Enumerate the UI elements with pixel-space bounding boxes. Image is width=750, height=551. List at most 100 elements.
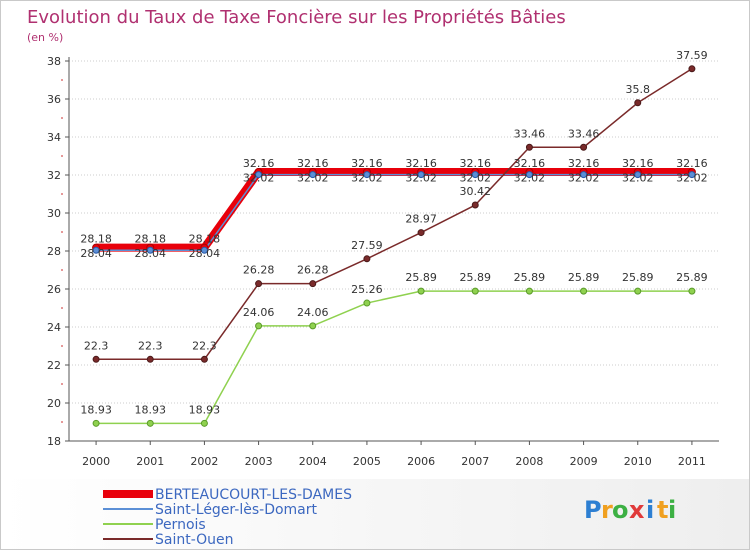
data-label: 33.46: [568, 127, 600, 140]
data-label: 32.16: [405, 157, 437, 170]
data-point: [255, 171, 263, 179]
data-point: [417, 229, 425, 237]
data-label: 28.04: [80, 247, 112, 260]
x-tick-label: 2003: [245, 455, 273, 468]
logo-letter: i: [646, 496, 654, 524]
data-label: 32.02: [460, 172, 492, 185]
data-point: [417, 171, 425, 179]
data-label: 24.06: [297, 306, 329, 319]
data-label: 28.18: [80, 233, 112, 246]
data-point: [634, 99, 642, 107]
data-point: [146, 419, 154, 427]
data-point: [471, 201, 479, 209]
y-axis-label: (en %): [27, 31, 63, 44]
y-tick-label: 22: [47, 359, 61, 372]
y-tick-label: 32: [47, 169, 61, 182]
data-point: [688, 65, 696, 73]
series-line-1: [96, 173, 692, 251]
y-tick-label: 30: [47, 207, 61, 220]
x-tick-label: 2002: [190, 455, 218, 468]
data-label: 18.93: [80, 403, 112, 416]
y-tick-label: 38: [47, 55, 61, 68]
data-point: [309, 322, 317, 330]
data-label: 32.02: [622, 172, 654, 185]
axes: [68, 57, 719, 442]
data-label: 32.16: [460, 157, 492, 170]
data-point: [525, 287, 533, 295]
data-label: 25.89: [514, 271, 546, 284]
data-label: 28.18: [135, 233, 167, 246]
data-point: [580, 143, 588, 151]
data-label: 32.16: [568, 157, 600, 170]
data-label: 32.02: [351, 172, 383, 185]
x-tick-label: 2001: [136, 455, 164, 468]
data-label: 24.06: [243, 306, 275, 319]
data-point: [580, 171, 588, 179]
data-label: 32.16: [622, 157, 654, 170]
data-label: 28.04: [135, 247, 167, 260]
x-ticks: 2000 2001 2002 2003 2004 2005 2006 2007 2008 2009…: [82, 441, 706, 468]
data-label: 28.04: [189, 247, 221, 260]
data-label: 22.3: [138, 339, 163, 352]
data-point: [471, 171, 479, 179]
data-point: [146, 246, 154, 254]
x-tick-label: 2009: [570, 455, 598, 468]
legend: BERTEAUCOURT-LES-DAMESSaint-Léger-lès-Do…: [1, 479, 749, 549]
data-point: [580, 287, 588, 295]
legend-label-3: Saint-Ouen: [155, 532, 234, 548]
data-point: [92, 246, 100, 254]
series-line-0: [96, 167, 692, 252]
data-label: 25.26: [351, 283, 383, 296]
legend-label-2: Pernois: [155, 517, 206, 533]
chart-title: Evolution du Taux de Taxe Foncière sur l…: [27, 7, 566, 28]
data-label: 32.02: [405, 172, 437, 185]
data-label: 32.02: [297, 172, 329, 185]
data-label: 32.02: [568, 172, 600, 185]
data-point: [146, 355, 154, 363]
data-point: [363, 171, 371, 179]
series-line-2: [96, 290, 692, 425]
data-label: 30.42: [460, 185, 492, 198]
x-tick-label: 2007: [461, 455, 489, 468]
data-label: 28.18: [189, 233, 221, 246]
data-label: 22.3: [84, 339, 109, 352]
data-label: 28.97: [405, 213, 437, 226]
logo-letter: t: [657, 496, 668, 524]
grid: [69, 60, 719, 404]
data-point: [688, 171, 696, 179]
data-point: [255, 322, 263, 330]
data-label: 25.89: [405, 271, 437, 284]
logo-letter: P: [584, 496, 602, 524]
data-label: 25.89: [568, 271, 600, 284]
x-tick-label: 2005: [353, 455, 381, 468]
data-point: [471, 287, 479, 295]
x-tick-label: 2010: [624, 455, 652, 468]
data-label: 32.16: [676, 157, 708, 170]
data-label: 18.93: [189, 403, 221, 416]
data-label: 25.89: [622, 271, 654, 284]
data-label: 25.89: [676, 271, 708, 284]
data-point: [417, 287, 425, 295]
data-label: 27.59: [351, 239, 383, 252]
data-label: 33.46: [514, 127, 546, 140]
data-point: [363, 299, 371, 307]
series-layer: [92, 65, 696, 427]
x-tick-label: 2004: [299, 455, 327, 468]
data-label: 35.8: [626, 83, 651, 96]
data-point: [200, 246, 208, 254]
legend-label-0: BERTEAUCOURT-LES-DAMES: [155, 487, 352, 503]
x-tick-label: 2000: [82, 455, 110, 468]
y-tick-label: 36: [47, 93, 61, 106]
data-label: 26.28: [297, 264, 329, 277]
logo-letter: r: [601, 496, 613, 524]
data-point: [688, 287, 696, 295]
data-point: [309, 280, 317, 288]
data-label: 32.02: [676, 172, 708, 185]
x-tick-label: 2011: [678, 455, 706, 468]
data-label: 32.16: [297, 157, 329, 170]
y-tick-label: 26: [47, 283, 61, 296]
y-tick-label: 24: [47, 321, 61, 334]
